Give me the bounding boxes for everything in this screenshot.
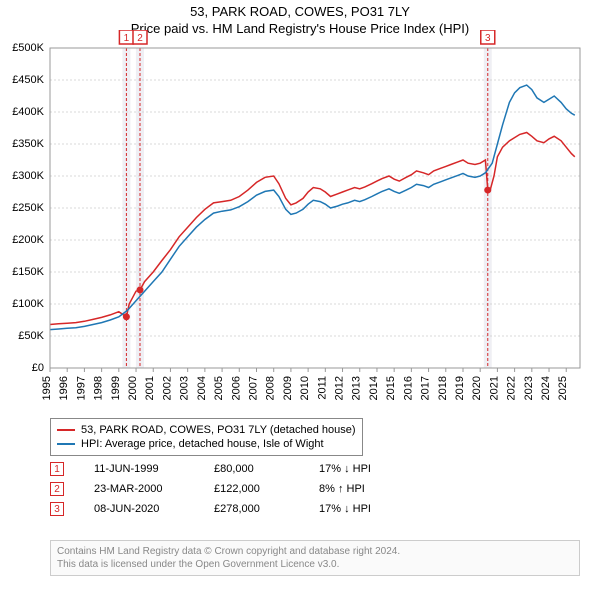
svg-text:2022: 2022 (506, 376, 518, 400)
price-chart: £0 £50K £100K £150K £200K £250K £300K £350K £400… (0, 30, 590, 405)
sale-row: 3 08-JUN-2020 £278,000 17% ↓ HPI (50, 502, 409, 516)
sale-marker: 2 (50, 482, 64, 496)
sale-price: £122,000 (214, 483, 289, 495)
svg-text:2017: 2017 (420, 376, 432, 400)
svg-text:1997: 1997 (75, 376, 87, 400)
sale-marker: 3 (50, 502, 64, 516)
svg-text:2014: 2014 (368, 376, 380, 400)
svg-text:£50K: £50K (18, 330, 44, 342)
svg-text:2004: 2004 (196, 376, 208, 400)
svg-text:£0: £0 (32, 362, 44, 374)
svg-text:2011: 2011 (316, 376, 328, 400)
svg-text:£150K: £150K (12, 266, 44, 278)
sale-marker: 1 (50, 462, 64, 476)
svg-text:2021: 2021 (488, 376, 500, 400)
svg-text:1: 1 (124, 33, 130, 44)
svg-text:1995: 1995 (41, 376, 53, 400)
footer-line-2: This data is licensed under the Open Gov… (57, 558, 573, 571)
svg-text:£250K: £250K (12, 202, 44, 214)
svg-text:2019: 2019 (454, 376, 466, 400)
svg-text:2005: 2005 (213, 376, 225, 400)
svg-text:2: 2 (137, 33, 143, 44)
svg-text:2018: 2018 (437, 376, 449, 400)
sale-pct: 8% ↑ HPI (319, 483, 409, 495)
svg-text:£350K: £350K (12, 138, 44, 150)
legend-swatch (57, 443, 75, 445)
footer-attribution: Contains HM Land Registry data © Crown c… (50, 540, 580, 576)
svg-text:£300K: £300K (12, 170, 44, 182)
svg-text:2001: 2001 (144, 376, 156, 400)
svg-text:2024: 2024 (540, 376, 552, 400)
legend: 53, PARK ROAD, COWES, PO31 7LY (detached… (50, 418, 363, 456)
svg-text:1996: 1996 (58, 376, 70, 400)
svg-text:£400K: £400K (12, 106, 44, 118)
svg-text:£100K: £100K (12, 298, 44, 310)
footer-line-1: Contains HM Land Registry data © Crown c… (57, 545, 573, 558)
sale-price: £278,000 (214, 503, 289, 515)
sale-pct: 17% ↓ HPI (319, 503, 409, 515)
page-title: 53, PARK ROAD, COWES, PO31 7LY (0, 0, 600, 19)
svg-text:2003: 2003 (179, 376, 191, 400)
svg-text:1999: 1999 (110, 376, 122, 400)
legend-swatch (57, 429, 75, 431)
sale-price: £80,000 (214, 463, 289, 475)
sale-pct: 17% ↓ HPI (319, 463, 409, 475)
svg-text:£200K: £200K (12, 234, 44, 246)
svg-text:£500K: £500K (12, 42, 44, 54)
svg-text:1998: 1998 (93, 376, 105, 400)
legend-label: HPI: Average price, detached house, Isle… (81, 437, 324, 451)
svg-text:2020: 2020 (471, 376, 483, 400)
svg-text:3: 3 (485, 33, 491, 44)
svg-text:2007: 2007 (247, 376, 259, 400)
sale-date: 08-JUN-2020 (94, 503, 184, 515)
sale-date: 23-MAR-2000 (94, 483, 184, 495)
sale-row: 1 11-JUN-1999 £80,000 17% ↓ HPI (50, 462, 409, 476)
svg-text:2016: 2016 (402, 376, 414, 400)
svg-text:2025: 2025 (557, 376, 569, 400)
svg-text:2010: 2010 (299, 376, 311, 400)
legend-label: 53, PARK ROAD, COWES, PO31 7LY (detached… (81, 423, 356, 437)
sale-date: 11-JUN-1999 (94, 463, 184, 475)
svg-text:2012: 2012 (334, 376, 346, 400)
svg-text:2006: 2006 (230, 376, 242, 400)
svg-text:2008: 2008 (265, 376, 277, 400)
svg-text:2009: 2009 (282, 376, 294, 400)
svg-text:2015: 2015 (385, 376, 397, 400)
svg-text:2002: 2002 (161, 376, 173, 400)
svg-text:2023: 2023 (523, 376, 535, 400)
sales-table: 1 11-JUN-1999 £80,000 17% ↓ HPI 2 23-MAR-2000… (50, 462, 409, 522)
svg-text:£450K: £450K (12, 74, 44, 86)
legend-item: 53, PARK ROAD, COWES, PO31 7LY (detached… (57, 423, 356, 437)
sale-row: 2 23-MAR-2000 £122,000 8% ↑ HPI (50, 482, 409, 496)
svg-text:2013: 2013 (351, 376, 363, 400)
svg-text:2000: 2000 (127, 376, 139, 400)
legend-item: HPI: Average price, detached house, Isle… (57, 437, 356, 451)
